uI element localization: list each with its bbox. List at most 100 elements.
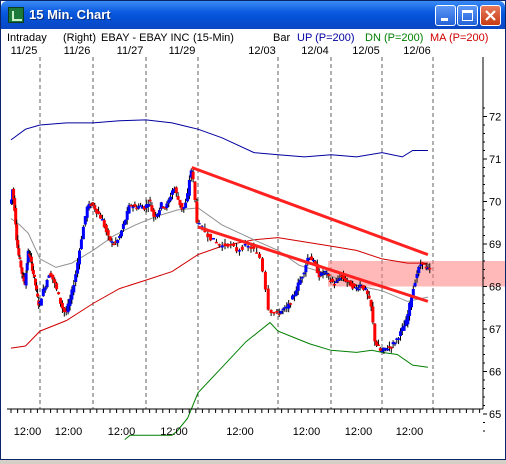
candle-body (12, 188, 16, 200)
candle-body (269, 309, 273, 313)
candle-body (157, 210, 161, 215)
candle-body (235, 247, 239, 252)
ma-legend: MA (P=200) (430, 32, 488, 44)
candle-body (29, 256, 33, 262)
candle-body (114, 241, 118, 243)
candle-body (100, 219, 104, 221)
candle-body (283, 307, 287, 309)
candle-body (302, 272, 306, 275)
candle-body (43, 287, 47, 291)
candle-body (266, 288, 270, 310)
candle-body (102, 220, 106, 228)
time-tick-label: 12:00 (14, 426, 42, 438)
candle-body (375, 341, 379, 346)
candle-body (26, 250, 30, 263)
candle-body (76, 262, 80, 274)
candle-body (232, 243, 236, 247)
candle-body (89, 204, 93, 207)
candle-body (263, 271, 267, 290)
candle-body (217, 244, 221, 246)
candle-body (304, 265, 308, 273)
candle-body (237, 250, 241, 252)
candle-body (353, 283, 357, 287)
candle-body (287, 303, 291, 309)
candle-body (402, 325, 406, 331)
minimize-icon (441, 18, 448, 21)
candle-body (367, 295, 371, 299)
candle-body (277, 313, 281, 315)
candle-body (334, 281, 338, 283)
candle-body (131, 206, 135, 209)
candle-body (364, 288, 368, 290)
candle-body (144, 204, 148, 208)
date-label: 11/26 (64, 45, 91, 57)
candle-body (31, 269, 35, 275)
candle-body (68, 298, 72, 306)
candle-body (417, 266, 421, 274)
candle-body (127, 205, 131, 214)
candle-body (413, 282, 417, 287)
candle-body (156, 213, 159, 217)
candle-body (365, 290, 369, 295)
close-icon (485, 10, 496, 21)
candle-body (209, 233, 213, 241)
price-tick-label: 65 (489, 409, 501, 421)
candle-body (393, 342, 397, 345)
candle-body (331, 278, 334, 282)
candle-body (36, 293, 40, 297)
time-tick-label: 12:00 (396, 426, 424, 438)
candle-body (226, 243, 230, 247)
candle-body (20, 267, 24, 274)
candle-body (27, 253, 31, 256)
candle-body (399, 331, 402, 336)
chart-area[interactable]: Intraday (Right) EBAY - EBAY INC (15-Min… (1, 29, 505, 459)
price-tick-label: 67 (489, 324, 501, 336)
candle-body (223, 243, 227, 246)
candle-body (336, 279, 340, 282)
candle-body (51, 274, 55, 280)
chart-app-icon (8, 7, 24, 23)
candle-body (255, 252, 259, 254)
interval-label: (15-Min) (193, 32, 234, 44)
title-bar[interactable]: 15 Min. Chart (1, 1, 505, 29)
candle-body (220, 245, 224, 248)
candle-body (308, 257, 312, 260)
candle-body (87, 203, 91, 209)
candle-body (165, 203, 169, 208)
candle-body (389, 347, 393, 349)
candle-body (78, 250, 81, 265)
time-tick-label: 12:00 (108, 426, 136, 438)
minimize-button[interactable] (435, 5, 456, 26)
close-button[interactable] (480, 5, 501, 26)
candle-body (229, 244, 233, 246)
candle-body (338, 278, 342, 280)
candle-body (53, 279, 57, 284)
candle-body (349, 280, 353, 287)
candle-body (189, 170, 193, 178)
candle-body (411, 289, 415, 299)
price-chart[interactable]: Intraday (Right) EBAY - EBAY INC (15-Min… (1, 29, 505, 459)
candle-body (83, 216, 87, 225)
candle-body (74, 274, 78, 282)
candle-body (195, 201, 199, 223)
candle-body (400, 327, 404, 331)
candle-body (137, 206, 141, 209)
candle-body (57, 292, 61, 295)
candle-body (121, 223, 125, 230)
date-label: 12/06 (403, 45, 431, 57)
candle-body (184, 202, 188, 208)
axis-side-label: (Right) (63, 32, 96, 44)
candle-body (408, 302, 412, 316)
candle-body (395, 338, 399, 340)
symbol-label: EBAY - EBAY INC (101, 32, 189, 44)
candle-body (356, 288, 360, 291)
candle-body (66, 303, 70, 313)
candle-body (358, 284, 362, 288)
candle-body (378, 348, 382, 351)
candle-body (72, 285, 76, 293)
candle-body (298, 279, 302, 285)
candle-body (191, 171, 195, 180)
maximize-button[interactable] (457, 5, 478, 26)
upper-band-line (10, 119, 428, 158)
candle-body (15, 224, 19, 241)
